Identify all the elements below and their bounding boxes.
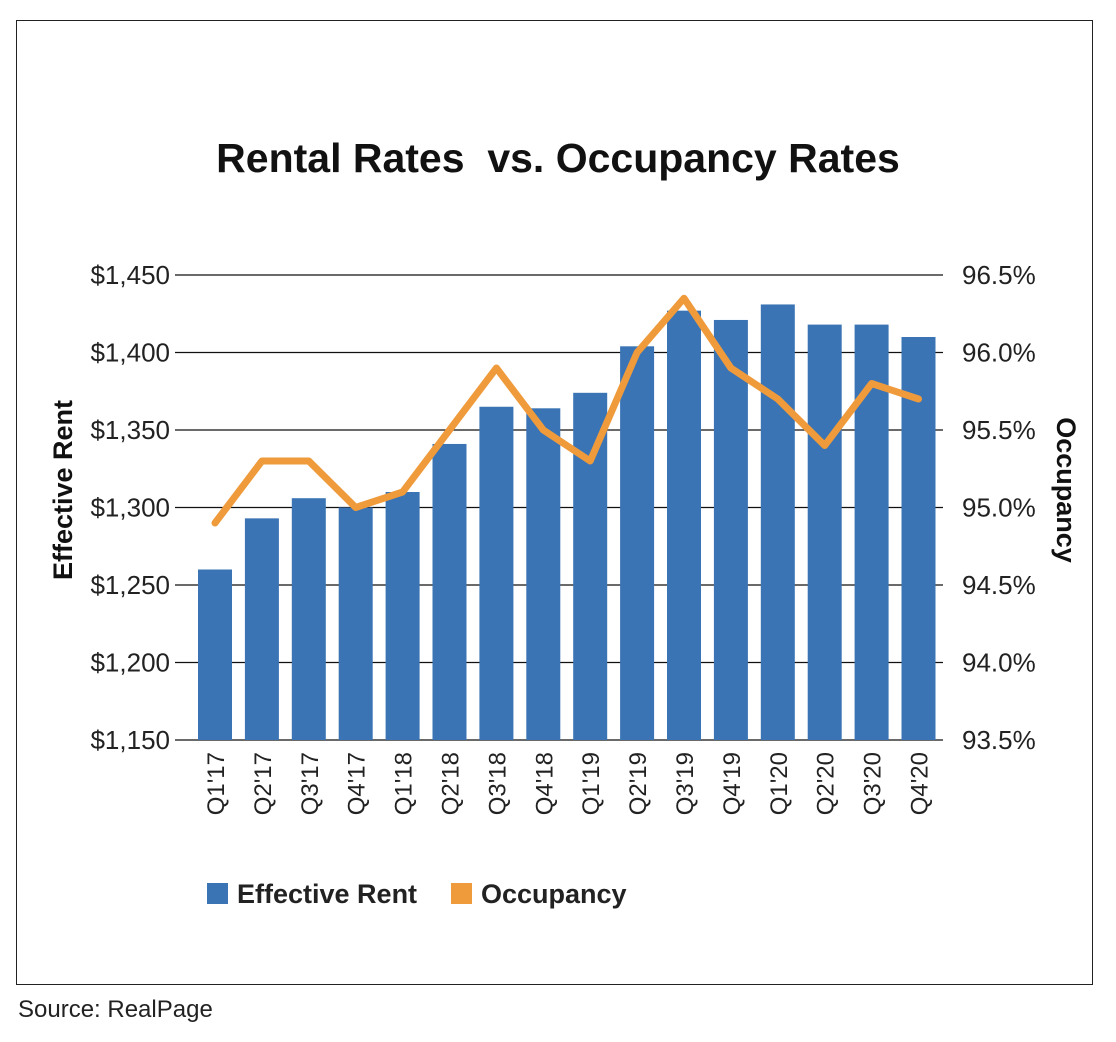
left-tick-label: $1,450 <box>90 260 170 290</box>
y-axis-label: Effective Rent <box>48 400 78 580</box>
right-tick-label: 93.5% <box>962 725 1036 755</box>
right-tick-label: 96.0% <box>962 338 1036 368</box>
bar <box>244 518 279 740</box>
legend: Effective Rent Occupancy <box>207 879 627 909</box>
right-axis-ticks: 93.5% 94.0% 94.5% 95.0% 95.5% 96.0% 96.5% <box>962 260 1036 755</box>
occupancy-line <box>211 294 922 527</box>
left-tick-label: $1,300 <box>90 493 170 523</box>
x-tick-label: Q3'19 <box>672 752 699 815</box>
x-tick-label: Q4'17 <box>344 752 371 815</box>
bar <box>620 346 655 740</box>
bar-series-effective-rent <box>198 304 936 740</box>
left-tick-label: $1,250 <box>90 570 170 600</box>
left-tick-label: $1,150 <box>90 725 170 755</box>
left-tick-label: $1,350 <box>90 415 170 445</box>
x-tick-label: Q4'19 <box>719 752 746 815</box>
x-tick-label: Q3'17 <box>297 752 324 815</box>
x-tick-label: Q3'20 <box>860 752 887 815</box>
right-tick-label: 96.5% <box>962 260 1036 290</box>
bar <box>573 392 608 740</box>
left-tick-label: $1,200 <box>90 648 170 678</box>
x-tick-label: Q2'20 <box>813 752 840 815</box>
bar <box>807 324 842 740</box>
x-axis-ticks: Q1'17 Q2'17 Q3'17 Q4'17 Q1'18 Q2'18 Q3'18 Q4'18… <box>203 752 934 815</box>
y2-axis-label: Occupancy <box>1051 417 1081 563</box>
bar <box>385 492 420 740</box>
bar <box>901 337 936 740</box>
x-tick-label: Q1'17 <box>203 752 230 815</box>
bar <box>667 310 701 740</box>
x-tick-label: Q4'20 <box>907 752 934 815</box>
legend-label: Effective Rent <box>237 879 417 909</box>
bar <box>338 507 373 740</box>
legend-swatch <box>207 883 228 904</box>
legend-label: Occupancy <box>481 879 627 909</box>
source-note: Source: RealPage <box>18 996 213 1023</box>
legend-swatch <box>451 883 472 904</box>
bar <box>198 569 232 740</box>
x-tick-label: Q1'18 <box>391 752 418 815</box>
x-tick-label: Q1'19 <box>578 752 605 815</box>
right-tick-label: 95.0% <box>962 493 1036 523</box>
bar <box>760 304 795 740</box>
chart-title: Rental Rates vs. Occupancy Rates <box>216 135 900 181</box>
chart-frame <box>16 20 1093 985</box>
right-tick-label: 94.5% <box>962 570 1036 600</box>
left-tick-label: $1,400 <box>90 338 170 368</box>
x-tick-label: Q1'20 <box>766 752 793 815</box>
line-series-occupancy <box>211 294 922 527</box>
right-tick-label: 95.5% <box>962 415 1036 445</box>
bar <box>713 319 748 740</box>
x-tick-label: Q4'18 <box>531 752 558 815</box>
bar <box>479 406 514 740</box>
x-tick-label: Q3'18 <box>484 752 511 815</box>
x-tick-label: Q2'17 <box>250 752 277 815</box>
x-tick-label: Q2'19 <box>625 752 652 815</box>
left-axis-ticks: $1,150 $1,200 $1,250 $1,300 $1,350 $1,400 $1,4… <box>90 260 170 755</box>
bar <box>432 443 467 740</box>
bar <box>526 408 561 740</box>
x-tick-label: Q2'18 <box>438 752 465 815</box>
right-tick-label: 94.0% <box>962 648 1036 678</box>
bar <box>291 498 326 740</box>
